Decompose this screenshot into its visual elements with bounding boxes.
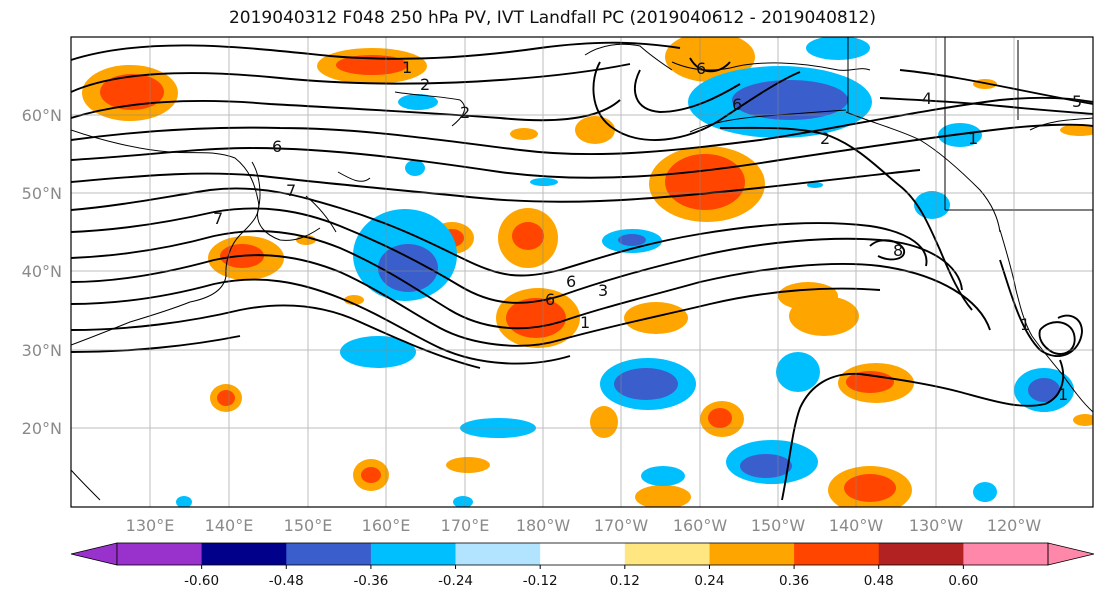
lat-label: 20°N — [22, 419, 62, 438]
lat-label: 50°N — [22, 184, 62, 203]
colorbar-tick-label: 0.36 — [779, 573, 809, 589]
lon-label: 180°W — [516, 516, 571, 535]
colorbar-extend-high — [1047, 542, 1095, 566]
contour-label: 2 — [420, 75, 430, 94]
contour-label: 6 — [696, 59, 706, 78]
colorbar-tick-label: 0.48 — [864, 573, 894, 589]
longitude-labels: 130°E 140°E 150°E 160°E 170°E 180°W 170°… — [126, 516, 1042, 535]
colorbar-segment — [878, 543, 964, 565]
lon-label: 120°W — [987, 516, 1042, 535]
colorbar-segment — [117, 543, 203, 565]
lat-label: 60°N — [22, 106, 62, 125]
ivt-contours — [71, 41, 1093, 501]
lon-label: 160°W — [673, 516, 728, 535]
lon-label: 170°W — [594, 516, 649, 535]
colorbar-tick-label: 0.12 — [610, 573, 640, 589]
contour-label: 2 — [820, 129, 830, 148]
latitude-labels: 60°N 50°N 40°N 30°N 20°N — [22, 106, 62, 438]
contour-label: 6 — [272, 137, 282, 156]
contour-label: 1 — [1058, 385, 1068, 404]
contour-labels: 1 2 6 7 7 6 3 1 6 6 4 2 1 8 5 1 1 6 2 — [213, 58, 1082, 404]
contour-label: 3 — [598, 281, 608, 300]
colorbar-tick-label: -0.24 — [438, 573, 473, 589]
contour-label: 1 — [1020, 315, 1030, 334]
colorbar-segment — [963, 543, 1049, 565]
colorbar-segment — [794, 543, 880, 565]
colorbar-extend-low — [70, 542, 118, 566]
pv-anomaly-negative — [176, 37, 1074, 507]
contour-label: 6 — [566, 272, 576, 291]
colorbar-segment — [540, 543, 626, 565]
gridlines — [71, 37, 1093, 507]
lat-label: 30°N — [22, 341, 62, 360]
colorbar-segment — [370, 543, 456, 565]
lon-label: 150°W — [751, 516, 806, 535]
contour-label: 6 — [545, 290, 555, 309]
colorbar-tick-label: 0.60 — [948, 573, 978, 589]
colorbar: -0.60 -0.48 -0.36 -0.24 -0.12 0.12 0.24 0.36 0.4… — [70, 542, 1095, 589]
colorbar-tick-label: 0.24 — [694, 573, 724, 589]
lat-label: 40°N — [22, 262, 62, 281]
colorbar-segment — [286, 543, 372, 565]
colorbar-tick-label: -0.36 — [353, 573, 388, 589]
colorbar-segment — [624, 543, 710, 565]
colorbar-segment — [709, 543, 795, 565]
contour-label: 7 — [213, 209, 223, 228]
lon-label: 140°W — [829, 516, 884, 535]
contour-label: 2 — [460, 103, 470, 122]
lon-label: 170°E — [441, 516, 490, 535]
map-frame — [70, 36, 1094, 508]
colorbar-segment — [201, 543, 287, 565]
lon-label: 150°E — [284, 516, 333, 535]
colorbar-tick-label: -0.12 — [523, 573, 558, 589]
contour-label: 8 — [893, 241, 903, 260]
colorbar-tick-label: -0.48 — [269, 573, 304, 589]
colorbar-tick-label: -0.60 — [184, 573, 219, 589]
contour-label: 4 — [922, 89, 932, 108]
contour-label: 1 — [968, 129, 978, 148]
contour-label: 1 — [402, 58, 412, 77]
colorbar-segment — [455, 543, 541, 565]
lon-label: 160°E — [362, 516, 411, 535]
contour-label: 1 — [580, 313, 590, 332]
lon-label: 130°E — [126, 516, 175, 535]
contour-label: 6 — [732, 95, 742, 114]
map-title: 2019040312 F048 250 hPa PV, IVT Landfall… — [228, 8, 876, 28]
contour-label: 7 — [286, 181, 296, 200]
lon-label: 130°W — [909, 516, 964, 535]
lon-label: 140°E — [205, 516, 254, 535]
contour-label: 5 — [1072, 92, 1082, 111]
